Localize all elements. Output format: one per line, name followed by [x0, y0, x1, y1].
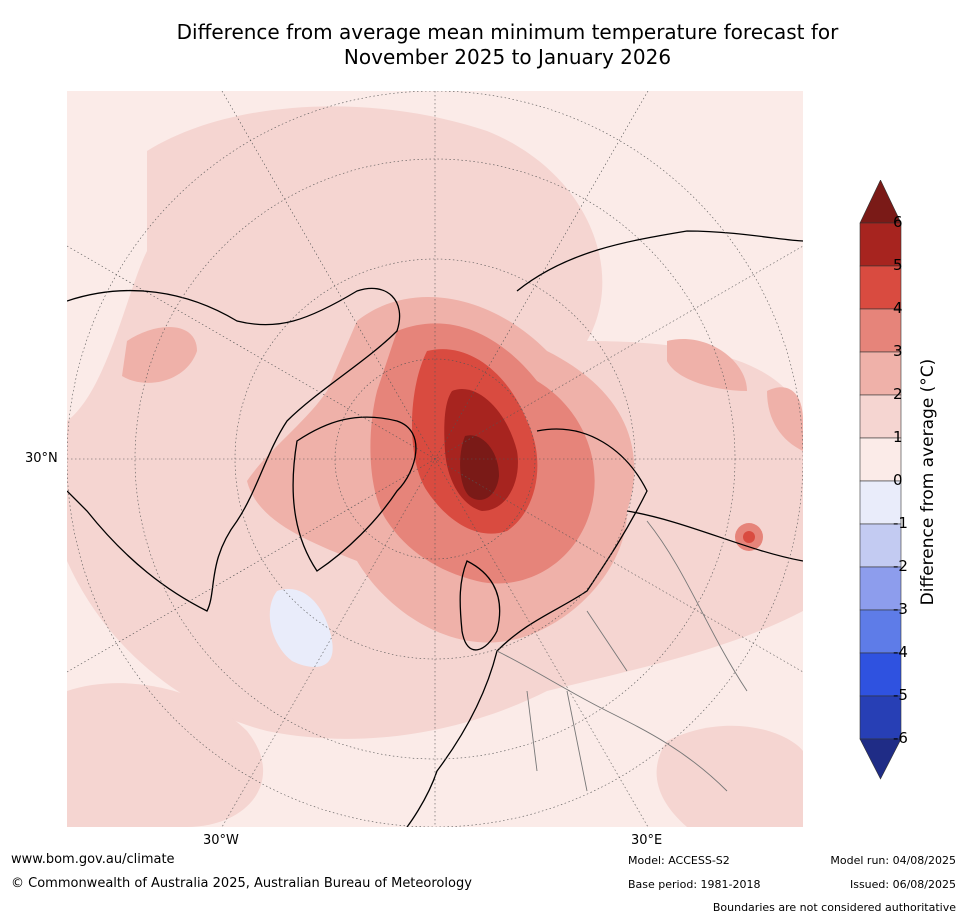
colorbar-tick-label: 1 — [893, 428, 903, 446]
colorbar-segment — [859, 222, 902, 267]
colorbar-tick-label: -3 — [893, 600, 908, 618]
coastline-scandinavia — [459, 560, 501, 651]
colorbar-tick-label: 5 — [893, 256, 903, 274]
meridian-line — [67, 245, 803, 673]
chart-title: Difference from average mean minimum tem… — [0, 20, 965, 70]
lat-label-30n: 30°N — [25, 451, 58, 466]
coastline-north-america — [67, 287, 401, 612]
colorbar-tick-label: 4 — [893, 299, 903, 317]
colorbar-segment — [859, 265, 902, 310]
colorbar-segment — [859, 437, 902, 482]
colorbar-segment — [859, 566, 902, 611]
colorbar-segment — [859, 394, 902, 439]
colorbar-segment — [859, 351, 902, 396]
colorbar-segment — [859, 609, 902, 654]
colorbar-tick-label: 3 — [893, 342, 903, 360]
colorbar-segment — [859, 523, 902, 568]
anomaly-region-1-2 — [656, 725, 803, 827]
forecast-map — [67, 91, 803, 827]
colorbar-segment — [859, 695, 902, 740]
lon-label-30w: 30°W — [203, 833, 239, 848]
colorbar-tick-label: -6 — [893, 729, 908, 747]
anomaly-region-cool — [269, 589, 333, 667]
colorbar-label: Difference from average (°C) — [918, 358, 938, 606]
title-line-1: Difference from average mean minimum tem… — [176, 20, 839, 44]
issued-text: Issued: 06/08/2025 — [849, 878, 956, 891]
coastline-eurasia — [406, 230, 803, 827]
anomaly-hotspot-core — [743, 531, 755, 543]
website-link[interactable]: www.bom.gov.au/climate — [11, 852, 175, 867]
coastline-greenland — [292, 416, 417, 572]
colorbar-tick-label: 0 — [893, 471, 903, 489]
anomaly-region-2-3 — [122, 327, 197, 383]
colorbar-tick-label: 6 — [893, 213, 903, 231]
colorbar-tick-label: -1 — [893, 514, 908, 532]
anomaly-region-over-6 — [460, 435, 499, 500]
colorbar-tick-label: 2 — [893, 385, 903, 403]
colorbar-tick-label: -4 — [893, 643, 908, 661]
model-run-text: Model run: 04/08/2025 — [830, 854, 956, 867]
boundaries-note: Boundaries are not considered authoritat… — [712, 901, 956, 914]
copyright-text: © Commonwealth of Australia 2025, Austra… — [11, 876, 472, 891]
anomaly-region-1-2 — [67, 683, 264, 827]
anomaly-region-2-3 — [767, 387, 803, 451]
title-line-2: November 2025 to January 2026 — [343, 45, 672, 69]
model-text: Model: ACCESS-S2 — [628, 854, 730, 867]
lon-label-30e: 30°E — [631, 833, 663, 848]
colorbar-tick-label: -5 — [893, 686, 908, 704]
colorbar-under-arrow — [859, 738, 902, 780]
colorbar-tick-label: -2 — [893, 557, 908, 575]
country-borders — [496, 520, 748, 792]
colorbar-segment — [859, 480, 902, 525]
anomaly-region-2-3 — [667, 339, 747, 391]
base-period-text: Base period: 1981-2018 — [628, 878, 761, 891]
colorbar-segment — [859, 652, 902, 697]
colorbar — [859, 180, 902, 780]
